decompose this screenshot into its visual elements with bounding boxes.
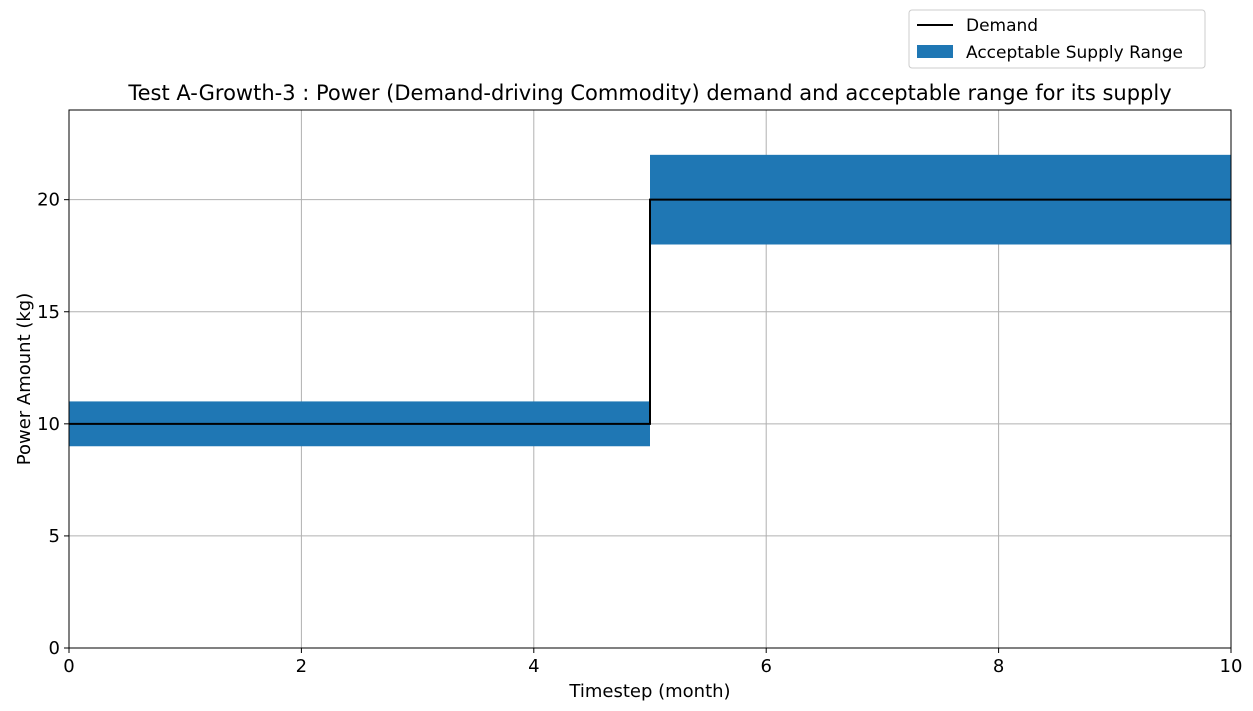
x-axis: 0 2 4 6 8 10 <box>63 648 1242 677</box>
x-tick-label-0: 0 <box>63 656 74 677</box>
demand-line-group <box>69 198 1231 425</box>
legend-supply-range-label: Acceptable Supply Range <box>966 43 1183 63</box>
legend-supply-range-swatch <box>917 45 953 58</box>
x-axis-label: Timestep (month) <box>568 681 730 702</box>
chart-title: Test A-Growth-3 : Power (Demand-driving … <box>127 81 1171 105</box>
y-tick-label-2: 10 <box>37 414 60 435</box>
y-tick-label-3: 15 <box>37 302 60 323</box>
y-tick-label-4: 20 <box>37 190 60 211</box>
x-tick-label-2: 4 <box>528 656 539 677</box>
x-tick-label-3: 6 <box>760 656 771 677</box>
x-tick-label-1: 2 <box>296 656 307 677</box>
x-tick-label-5: 10 <box>1220 656 1243 677</box>
plot-frame <box>68 109 1232 649</box>
y-axis-label: Power Amount (kg) <box>14 293 35 466</box>
y-tick-label-0: 0 <box>49 638 60 659</box>
demand-line <box>69 198 1231 425</box>
x-tick-label-4: 8 <box>993 656 1004 677</box>
legend-demand-label: Demand <box>966 16 1038 36</box>
y-tick-label-1: 5 <box>49 526 60 547</box>
legend-box <box>908 9 1206 69</box>
legend: Demand Acceptable Supply Range <box>908 9 1206 69</box>
y-axis: 0 5 10 15 20 <box>37 190 69 659</box>
